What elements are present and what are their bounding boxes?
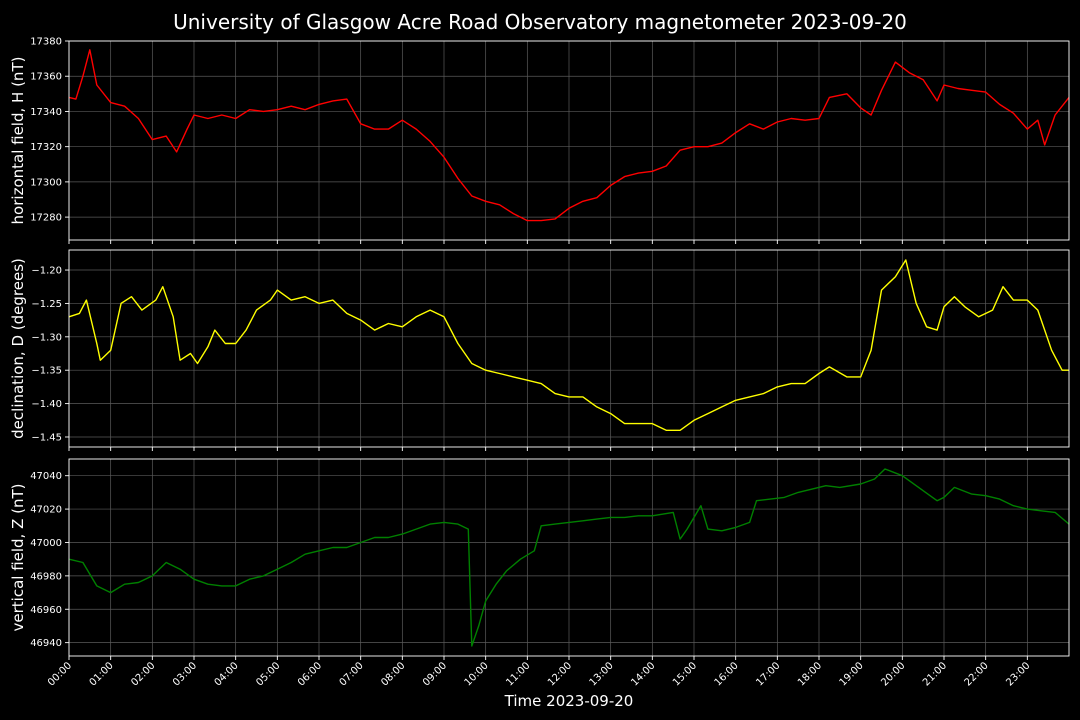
y-tick-label: −1.20: [31, 266, 62, 277]
x-axis-title: Time 2023-09-20: [504, 692, 634, 710]
panel-frame: [68, 249, 1070, 448]
series-line-H: [68, 49, 1070, 222]
y-tick-label: 17380: [30, 37, 62, 48]
y-tick-label: 47040: [30, 471, 62, 482]
panel-D: −1.45 −1.40 −1.35 −1.30 −1.25 −1.20 declinatio…: [9, 249, 1070, 451]
y-tick-label: −1.40: [31, 399, 62, 410]
y-tick-label: 46940: [30, 638, 62, 649]
y-tick-label: 17360: [30, 72, 62, 83]
panel-frame: [68, 40, 1070, 241]
y-tick-label: 17320: [30, 142, 62, 153]
panel-H: 17280 17300 17320 17340 17360 17380horizontal…: [9, 37, 1070, 244]
y-tick-label: 17340: [30, 107, 62, 118]
y-tick-label: −1.45: [31, 432, 62, 443]
series-line-D: [68, 259, 1069, 431]
chart-title: University of Glasgow Acre Road Observat…: [173, 10, 907, 34]
y-axis-title-Z: vertical field, Z (nT): [9, 483, 27, 631]
series-line-Z: [68, 468, 1070, 647]
y-tick-label: −1.25: [31, 299, 62, 310]
y-axis-title-H: horizontal field, H (nT): [9, 57, 27, 225]
panel-frame: [68, 458, 1070, 657]
y-tick-label: −1.35: [31, 366, 62, 377]
y-tick-label: 17280: [30, 213, 62, 224]
y-tick-label: 46960: [30, 605, 62, 616]
y-tick-label: 17300: [30, 177, 62, 188]
chart-panels: 17280 17300 17320 17340 17360 17380horizontal…: [9, 37, 1070, 660]
y-tick-label: 47000: [30, 538, 62, 549]
y-tick-label: −1.30: [31, 332, 62, 343]
y-tick-label: 47020: [30, 505, 62, 516]
y-axis-title-D: declination, D (degrees): [9, 258, 27, 439]
y-tick-label: 46980: [30, 571, 62, 582]
